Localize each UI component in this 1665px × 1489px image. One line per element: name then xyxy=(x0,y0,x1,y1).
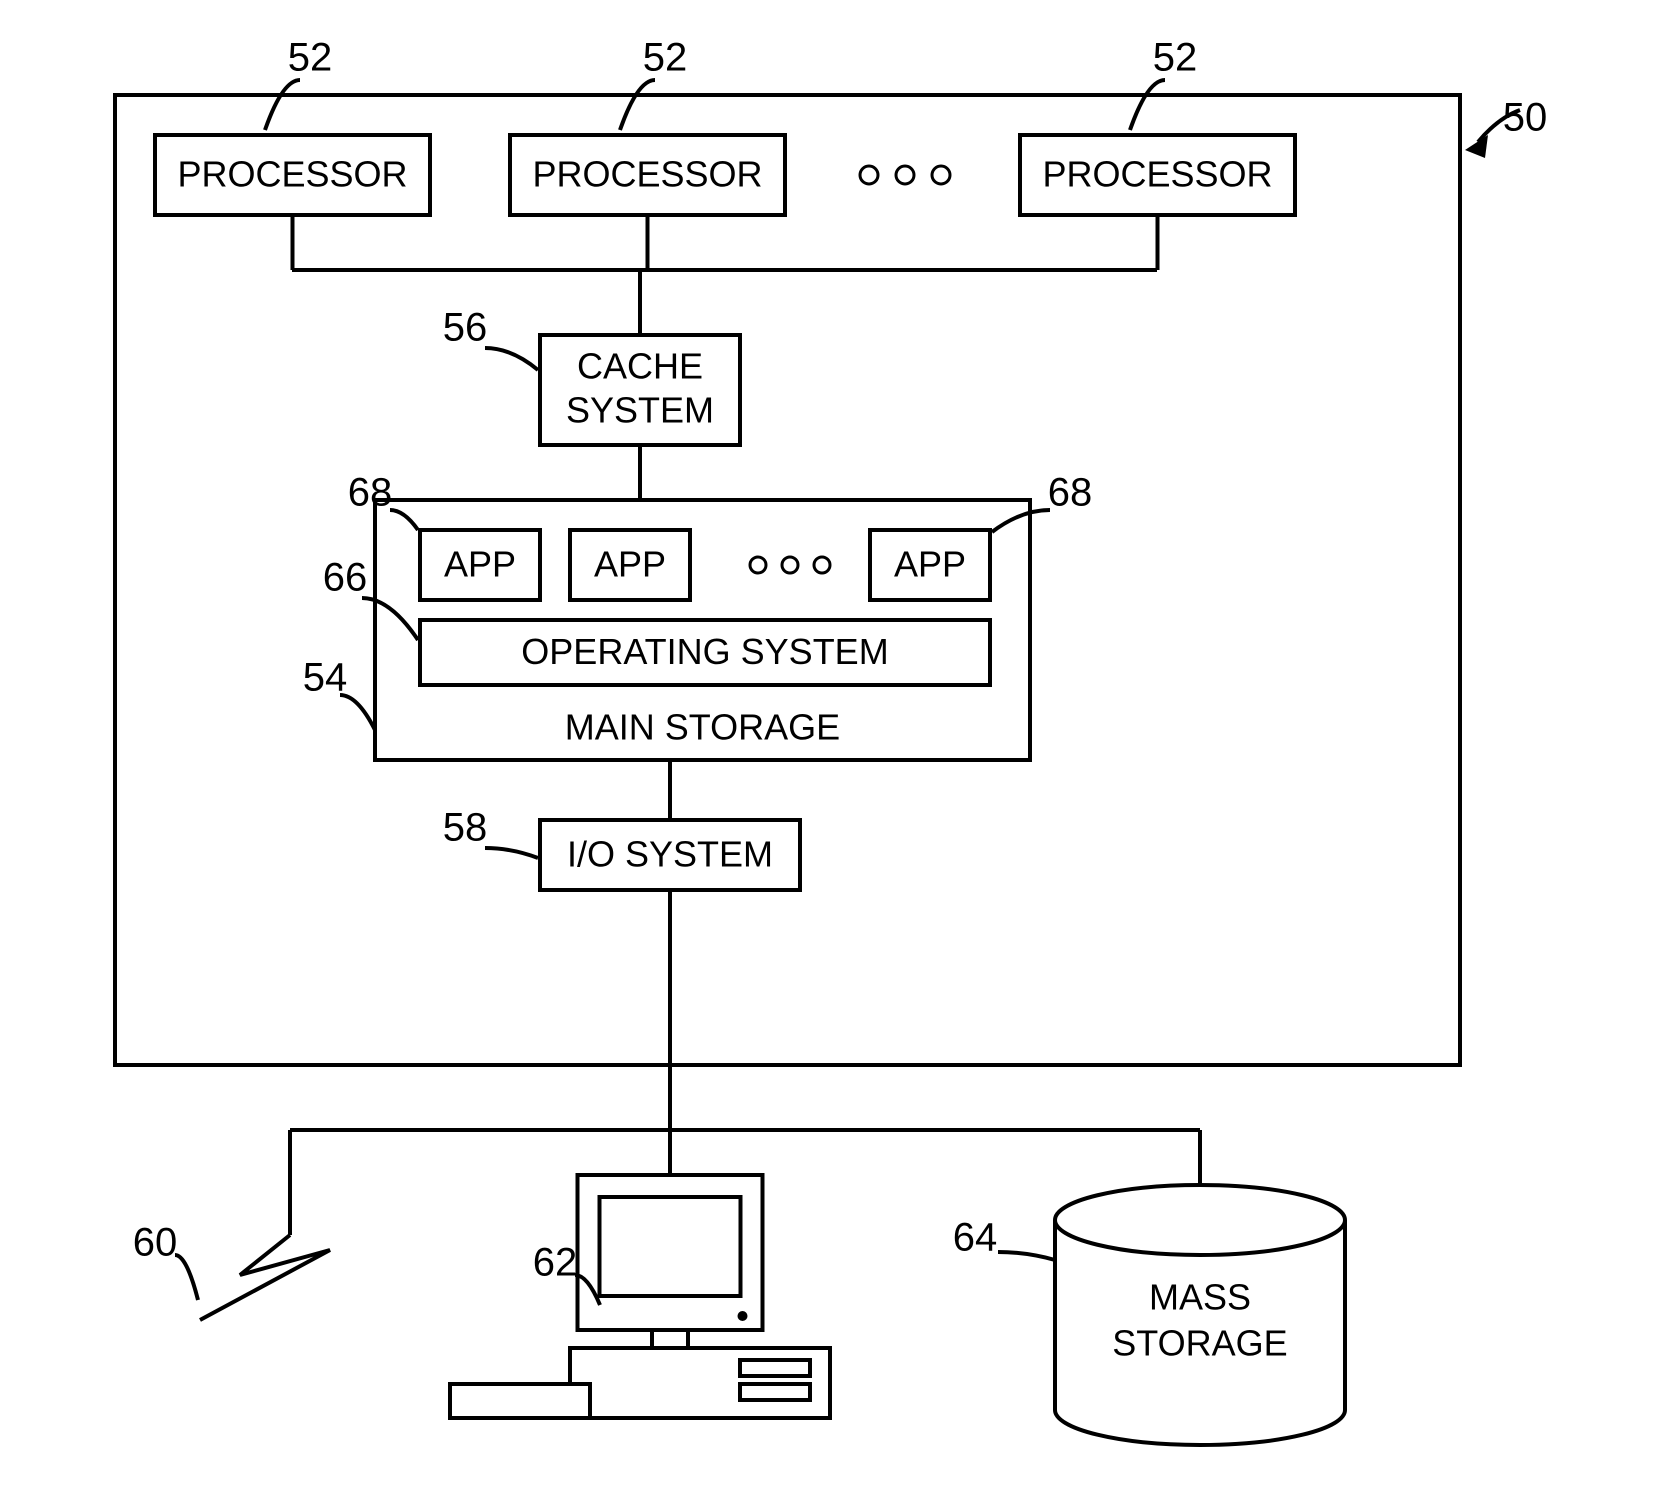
workstation-keyboard xyxy=(450,1384,590,1418)
ref-label-58: 58 xyxy=(443,806,488,850)
io-label: I/O SYSTEM xyxy=(567,834,773,875)
ref-label-68: 68 xyxy=(348,471,393,515)
processor-label: PROCESSOR xyxy=(532,154,762,195)
workstation-drive2 xyxy=(740,1384,810,1400)
ref-label-52: 52 xyxy=(288,36,333,80)
ref-lead xyxy=(175,1255,198,1300)
network-zigzag xyxy=(200,1235,330,1320)
processor-label: PROCESSOR xyxy=(1042,154,1272,195)
ref-label-66: 66 xyxy=(323,556,368,600)
ref-label-62: 62 xyxy=(533,1241,578,1285)
app-label: APP xyxy=(594,544,666,585)
app-label: APP xyxy=(444,544,516,585)
ref-label-54: 54 xyxy=(303,656,348,700)
processor-label: PROCESSOR xyxy=(177,154,407,195)
monitor-led xyxy=(738,1311,748,1321)
ellipsis-dot xyxy=(896,166,914,184)
ref-lead xyxy=(998,1252,1055,1260)
workstation-drive1 xyxy=(740,1360,810,1376)
cache-label-2: SYSTEM xyxy=(566,390,714,431)
ref-label-50: 50 xyxy=(1503,96,1548,140)
mass-storage-bottom xyxy=(1055,1410,1345,1445)
mass-storage-label-2: STORAGE xyxy=(1112,1322,1287,1363)
workstation-neck xyxy=(652,1330,688,1348)
ellipsis-dot xyxy=(860,166,878,184)
mass-storage-label-1: MASS xyxy=(1149,1276,1251,1317)
ref-label-56: 56 xyxy=(443,306,488,350)
main-storage-label: MAIN STORAGE xyxy=(565,707,840,748)
mass-storage-top xyxy=(1055,1185,1345,1255)
ref-label-52: 52 xyxy=(1153,36,1198,80)
ellipsis-dot xyxy=(750,557,766,573)
ellipsis-dot xyxy=(932,166,950,184)
ref-label-52: 52 xyxy=(643,36,688,80)
app-label: APP xyxy=(894,544,966,585)
cache-label-1: CACHE xyxy=(577,346,703,387)
ref-50-arrowhead xyxy=(1465,135,1488,158)
ellipsis-dot xyxy=(782,557,798,573)
os-label: OPERATING SYSTEM xyxy=(521,631,888,672)
ref-label-68: 68 xyxy=(1048,471,1093,515)
workstation-screen xyxy=(600,1197,741,1296)
ellipsis-dot xyxy=(814,557,830,573)
ref-label-64: 64 xyxy=(953,1216,998,1260)
ref-label-60: 60 xyxy=(133,1221,178,1265)
